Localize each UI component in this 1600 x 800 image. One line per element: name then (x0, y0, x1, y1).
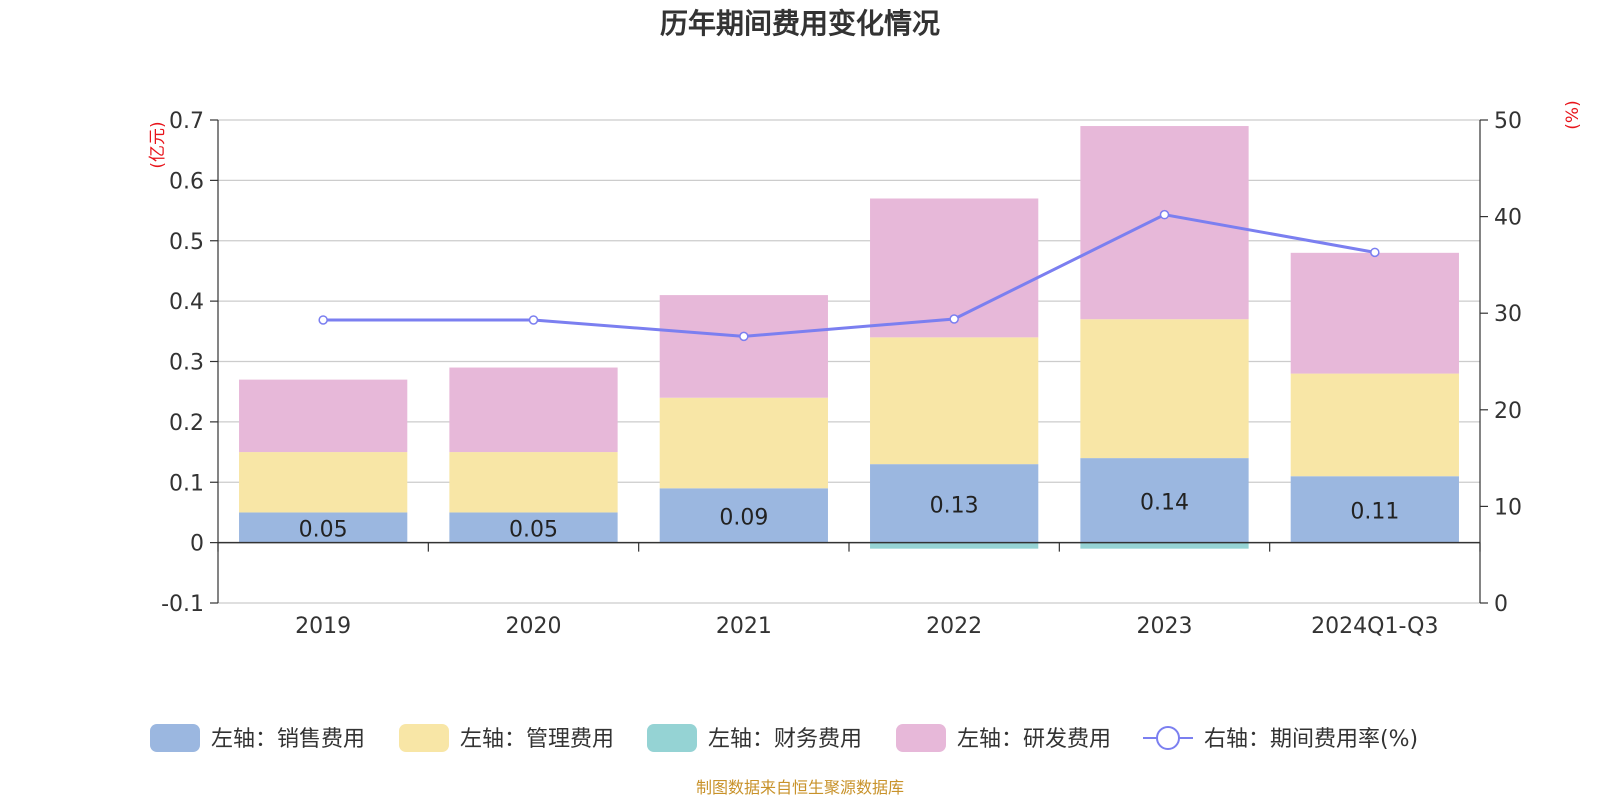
legend-marker (1156, 726, 1180, 750)
left-tick-label: -0.1 (161, 592, 204, 617)
bar-segment (870, 542, 1039, 549)
bar-segment (449, 452, 618, 513)
source-note: 制图数据来自恒生聚源数据库 (696, 778, 904, 797)
left-tick-label: 0.2 (169, 411, 204, 436)
bar-segment (1290, 252, 1459, 374)
bar-segment (659, 488, 828, 543)
right-tick-label: 0 (1494, 592, 1508, 617)
axes: -0.1 0 0.1 0.2 0.3 0.4 0.5 0.6 0.7 0 10 20 30 40 50 201… (161, 109, 1522, 639)
rate-point (739, 331, 749, 342)
category-label: 2020 (506, 614, 562, 639)
legend: 左轴：销售费用 左轴：管理费用 左轴：财务费用 左轴：研发费用 右轴：期间费用率(%) (150, 724, 1418, 752)
rate-point (318, 315, 328, 325)
bar-segment (1080, 126, 1249, 320)
bar-segment (1080, 458, 1249, 543)
bar-segment (1080, 319, 1249, 459)
right-tick-label: 10 (1494, 495, 1522, 520)
right-axis-unit: (%) (1563, 100, 1583, 129)
data-label: 0.11 (1350, 499, 1399, 524)
bar-segment (1080, 542, 1249, 549)
right-tick-label: 50 (1494, 109, 1522, 134)
left-tick-label: 0.1 (169, 471, 204, 496)
rate-point (1370, 247, 1380, 258)
legend-swatch (896, 724, 946, 752)
left-tick-label: 0.4 (169, 290, 204, 315)
bar-segment (239, 379, 408, 453)
legend-swatch (399, 724, 449, 752)
bar-segment (239, 452, 408, 513)
right-tick-label: 30 (1494, 302, 1522, 327)
line-series (318, 209, 1380, 342)
data-labels: 0.05 0.05 0.09 0.13 0.14 0.11 (299, 490, 1400, 542)
category-label: 2021 (716, 614, 772, 639)
bar-segment (1290, 476, 1459, 543)
rate-point (949, 314, 959, 324)
bar-segment (1290, 373, 1459, 477)
right-tick-label: 40 (1494, 206, 1522, 231)
bars (239, 126, 1459, 549)
data-label: 0.14 (1140, 490, 1189, 515)
bar-segment (659, 295, 828, 398)
bar-segment (449, 512, 618, 543)
bar-segment (870, 198, 1039, 338)
legend-label: 左轴：管理费用 (460, 727, 614, 752)
left-tick-label: 0.5 (169, 230, 204, 255)
data-label: 0.09 (719, 505, 768, 530)
legend-swatch (647, 724, 697, 752)
bar-segment (659, 397, 828, 489)
category-label: 2019 (295, 614, 351, 639)
legend-label: 左轴：销售费用 (211, 727, 365, 752)
legend-label: 左轴：财务费用 (708, 727, 862, 752)
bar-segment (449, 367, 618, 453)
rate-point (528, 315, 539, 325)
category-label: 2024Q1-Q3 (1311, 614, 1438, 639)
category-label: 2023 (1137, 614, 1193, 639)
data-label: 0.05 (299, 518, 348, 543)
category-label: 2022 (926, 614, 982, 639)
data-label: 0.05 (509, 518, 558, 543)
right-tick-label: 20 (1494, 399, 1522, 424)
legend-swatch (150, 724, 200, 752)
left-tick-label: 0 (190, 532, 204, 557)
left-tick-label: 0.6 (169, 169, 204, 194)
legend-label: 右轴：期间费用率(%) (1204, 727, 1418, 752)
left-tick-label: 0.3 (169, 351, 204, 376)
bar-segment (870, 337, 1039, 465)
bar-segment (870, 464, 1039, 543)
left-tick-label: 0.7 (169, 109, 204, 134)
data-label: 0.13 (930, 493, 979, 518)
legend-label: 左轴：研发费用 (957, 727, 1111, 752)
left-axis-unit: (亿元) (148, 121, 168, 168)
chart-title: 历年期间费用变化情况 (660, 7, 940, 40)
bar-segment (239, 512, 408, 543)
rate-line (323, 213, 1376, 338)
rate-point (1159, 209, 1170, 220)
